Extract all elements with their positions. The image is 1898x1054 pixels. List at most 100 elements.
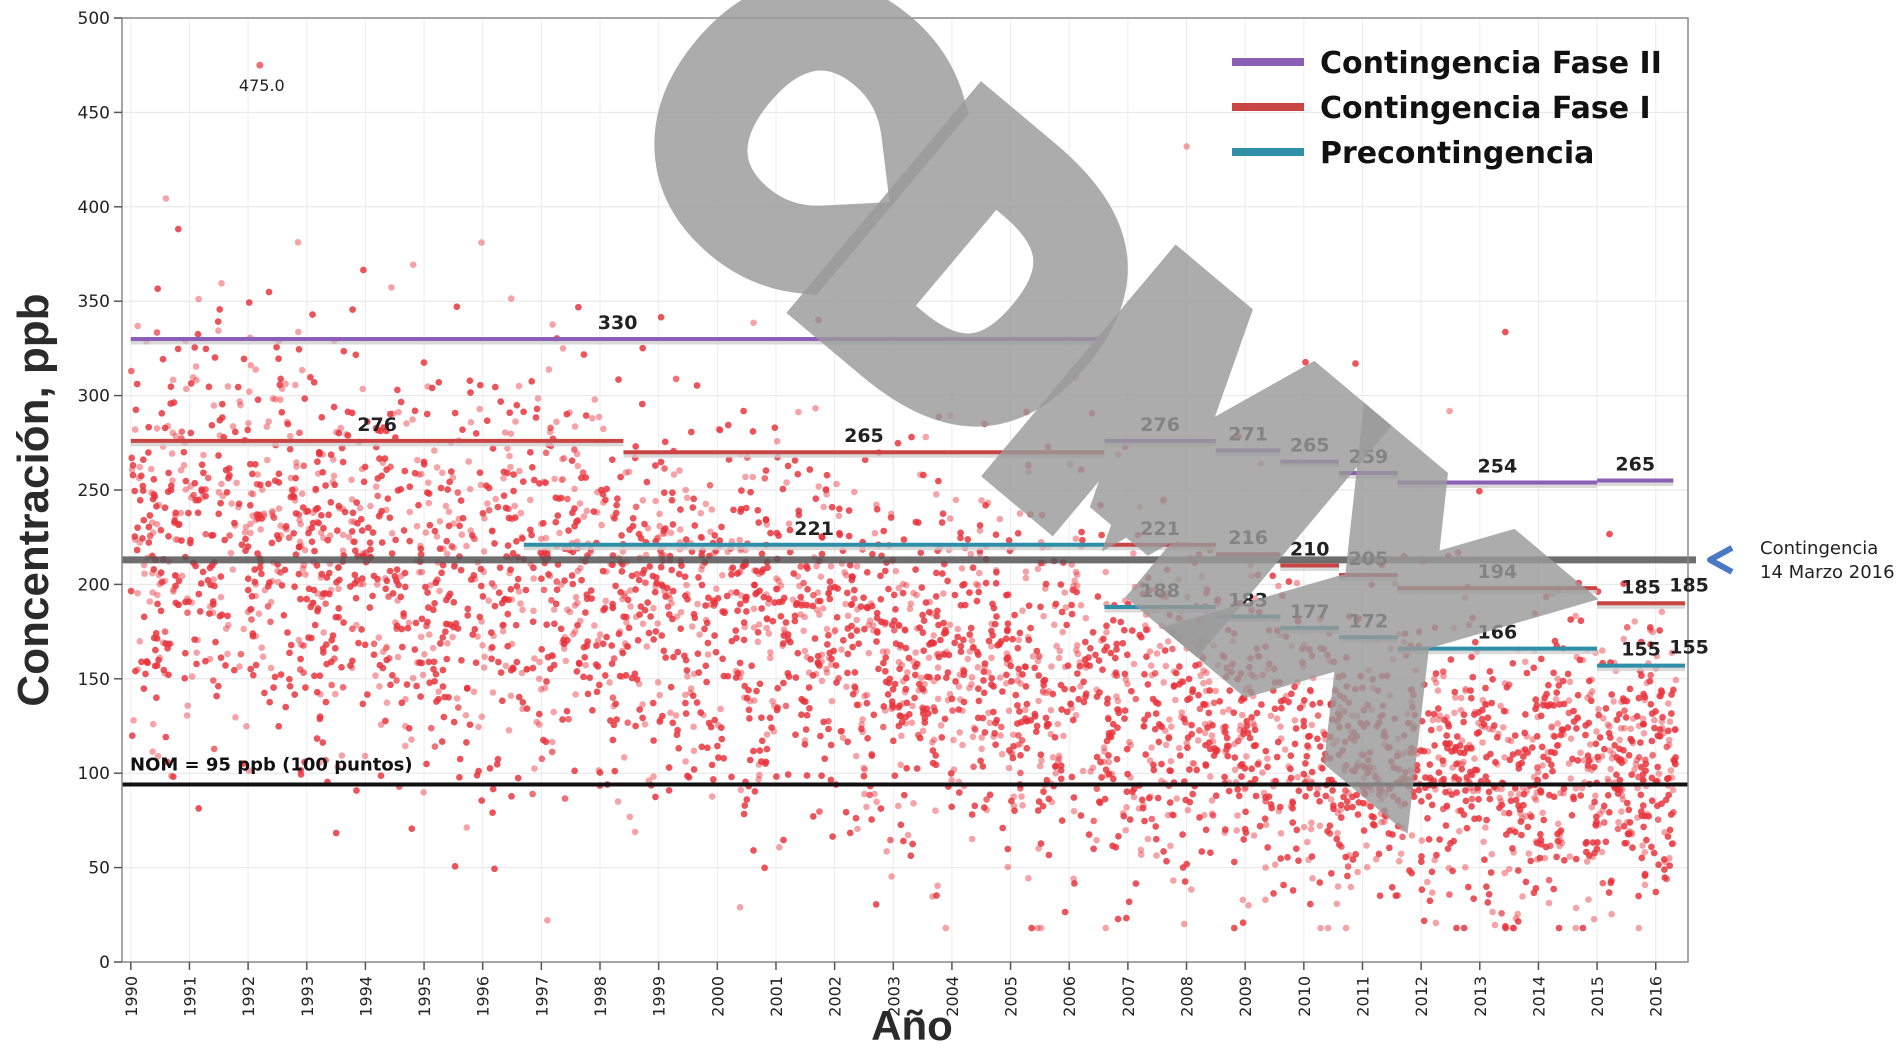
data-point xyxy=(1545,899,1553,907)
data-point xyxy=(976,569,983,577)
data-point xyxy=(1326,657,1333,665)
data-point xyxy=(470,688,478,696)
data-point xyxy=(854,825,861,833)
data-point xyxy=(277,396,284,404)
data-point xyxy=(1178,709,1186,716)
data-point xyxy=(149,529,157,536)
data-point xyxy=(978,497,985,504)
data-point xyxy=(383,699,391,706)
data-point xyxy=(1342,924,1350,932)
data-point xyxy=(1596,810,1603,818)
data-point xyxy=(1194,737,1202,744)
data-point xyxy=(1275,582,1282,590)
data-point xyxy=(1523,787,1531,795)
data-point xyxy=(1593,728,1600,735)
data-point xyxy=(224,383,232,390)
data-point xyxy=(1460,758,1467,766)
data-point xyxy=(1189,760,1196,767)
data-point xyxy=(450,520,458,527)
data-point xyxy=(1461,594,1469,601)
data-point xyxy=(650,604,657,612)
data-point xyxy=(272,395,279,403)
data-point xyxy=(530,575,537,582)
data-point xyxy=(297,542,305,550)
data-point xyxy=(763,616,771,623)
data-point xyxy=(1183,143,1190,150)
data-point xyxy=(789,596,797,603)
data-point xyxy=(317,574,325,581)
data-point xyxy=(215,327,222,335)
data-point xyxy=(639,497,647,504)
data-point xyxy=(574,599,581,607)
data-point xyxy=(873,501,880,509)
data-point xyxy=(229,566,237,573)
data-point xyxy=(252,516,260,524)
data-point xyxy=(295,429,303,437)
data-point xyxy=(1262,821,1270,828)
data-point xyxy=(153,520,161,528)
data-point xyxy=(595,413,603,421)
data-point xyxy=(707,528,714,535)
data-point xyxy=(173,572,180,580)
data-point xyxy=(913,625,921,632)
data-point xyxy=(1554,820,1562,828)
data-point xyxy=(966,684,973,692)
data-point xyxy=(182,486,190,493)
data-point xyxy=(228,500,235,507)
data-point xyxy=(1015,636,1023,644)
data-point xyxy=(259,653,267,660)
data-point xyxy=(1644,810,1651,818)
data-point xyxy=(1100,744,1108,751)
data-point xyxy=(419,671,427,679)
data-point xyxy=(737,786,745,794)
data-point xyxy=(1208,810,1216,817)
data-point xyxy=(1619,796,1627,803)
data-point xyxy=(425,479,432,487)
data-point xyxy=(800,627,807,635)
data-point xyxy=(149,720,157,728)
data-point xyxy=(842,600,849,608)
data-point xyxy=(302,571,309,578)
data-point xyxy=(471,535,479,543)
data-point xyxy=(252,632,260,640)
data-point xyxy=(1556,828,1563,836)
data-point xyxy=(1006,657,1013,664)
data-point xyxy=(943,648,950,656)
data-point xyxy=(895,658,903,666)
data-point xyxy=(1334,883,1342,890)
data-point xyxy=(1357,673,1364,680)
data-point xyxy=(1560,790,1567,797)
data-point xyxy=(1530,773,1538,781)
data-point xyxy=(1060,732,1067,740)
data-point xyxy=(237,401,244,409)
data-point xyxy=(1399,824,1406,832)
data-point xyxy=(376,683,383,690)
data-point xyxy=(955,683,963,690)
data-point xyxy=(402,742,409,750)
data-point xyxy=(200,451,207,459)
data-point xyxy=(169,477,176,484)
data-point xyxy=(1474,787,1482,794)
data-point xyxy=(1014,741,1021,749)
data-point xyxy=(183,385,190,393)
data-point xyxy=(478,618,485,625)
data-point xyxy=(244,608,252,616)
data-point xyxy=(394,597,401,604)
data-point xyxy=(501,429,509,436)
data-point xyxy=(1072,535,1080,542)
data-point xyxy=(418,470,425,478)
data-point xyxy=(194,636,201,644)
data-point xyxy=(542,534,550,542)
data-point xyxy=(367,502,374,510)
data-point xyxy=(505,727,513,734)
data-point xyxy=(633,503,640,511)
data-point xyxy=(1458,760,1466,768)
data-point xyxy=(1034,924,1041,932)
data-point xyxy=(531,765,538,772)
data-point xyxy=(1276,631,1283,639)
data-point xyxy=(1025,468,1032,476)
data-point xyxy=(479,642,486,649)
data-point xyxy=(1669,786,1677,794)
data-point xyxy=(948,776,955,784)
data-point xyxy=(227,549,235,557)
